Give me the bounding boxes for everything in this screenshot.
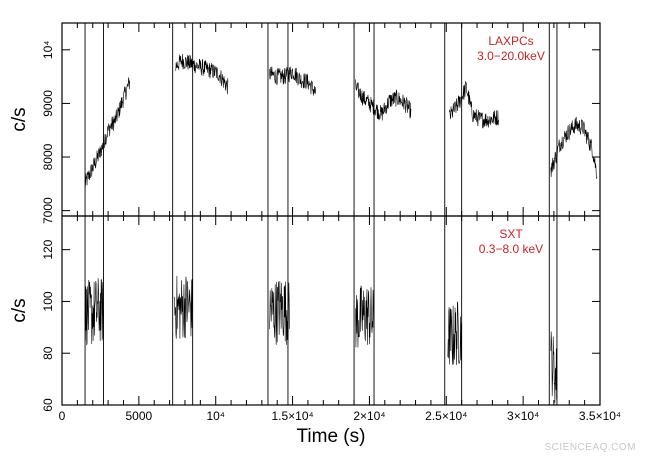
laxpc-panel-label-0: LAXPCs bbox=[488, 34, 533, 48]
sxt-segment-4 bbox=[447, 301, 462, 368]
sxt-segment-5 bbox=[550, 331, 558, 403]
laxpc-segment-2 bbox=[269, 66, 316, 96]
laxpc-panel-label-1: 3.0−20.0keV bbox=[477, 49, 545, 63]
sxt-segment-1 bbox=[173, 275, 193, 339]
sxt-segment-2 bbox=[269, 281, 290, 345]
xtick-label-4: 2×10⁴ bbox=[353, 409, 385, 423]
sxt-panel-label-1: 0.3−8.0 keV bbox=[479, 242, 543, 256]
laxpc-segment-5 bbox=[550, 116, 598, 179]
laxpc-segment-1 bbox=[175, 54, 229, 95]
xtick-label-0: 0 bbox=[59, 409, 66, 423]
xtick-label-6: 3×10⁴ bbox=[507, 409, 539, 423]
watermark: SCIENCEAQ.COM bbox=[544, 442, 636, 453]
panel-frame-1 bbox=[61, 215, 601, 406]
sxt-ytick-label-3: 120 bbox=[41, 239, 55, 259]
sxt-ytick-label-2: 100 bbox=[41, 291, 55, 311]
laxpc-ylabel: c/s bbox=[9, 107, 30, 131]
laxpc-ytick-label-0: 7000 bbox=[41, 197, 55, 224]
laxpc-ytick-label-1: 8000 bbox=[41, 143, 55, 170]
laxpc-ytick-label-3: 10⁴ bbox=[41, 41, 55, 60]
xtick-label-3: 1.5×10⁴ bbox=[271, 409, 313, 423]
xtick-label-5: 2.5×10⁴ bbox=[425, 409, 467, 423]
laxpc-ytick-label-2: 9000 bbox=[41, 90, 55, 117]
sxt-segment-3 bbox=[355, 285, 375, 348]
xtick-label-2: 10⁴ bbox=[206, 409, 225, 423]
sxt-ytick-label-0: 60 bbox=[41, 398, 55, 412]
laxpc-segment-3 bbox=[355, 79, 412, 121]
sxt-segment-0 bbox=[84, 278, 104, 346]
xtick-label-1: 5000 bbox=[126, 409, 153, 423]
laxpc-segment-0 bbox=[84, 77, 130, 187]
x-axis-title: Time (s) bbox=[297, 426, 366, 447]
sxt-panel-label-0: SXT bbox=[499, 227, 523, 241]
laxpc-segment-4 bbox=[449, 81, 499, 129]
sxt-ytick-label-1: 80 bbox=[41, 346, 55, 360]
xtick-label-7: 3.5×10⁴ bbox=[579, 409, 621, 423]
sxt-ylabel: c/s bbox=[9, 298, 30, 322]
